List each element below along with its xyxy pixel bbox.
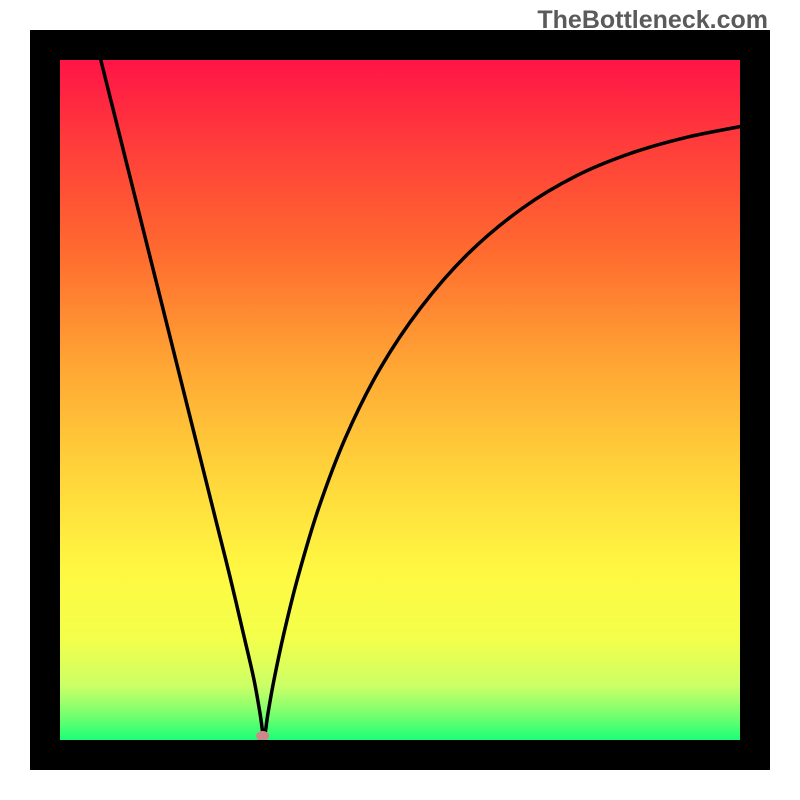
optimal-point-marker [256,731,269,741]
watermark-label: TheBottleneck.com [537,6,768,35]
chart-svg [0,0,800,800]
plot-background [60,60,740,740]
bottleneck-chart: TheBottleneck.com [0,0,800,800]
